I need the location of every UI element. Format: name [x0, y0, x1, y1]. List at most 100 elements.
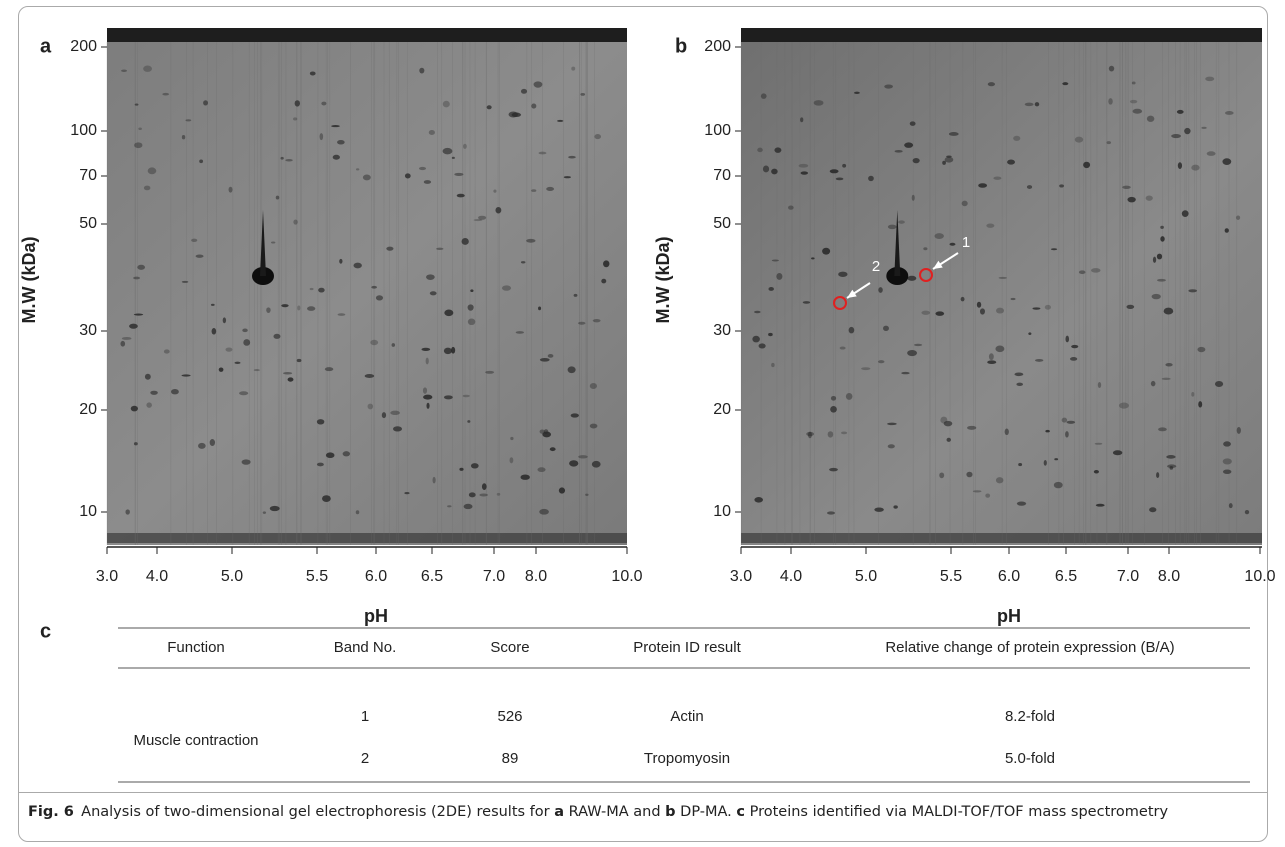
gel-spot — [1071, 344, 1079, 349]
gel-spot — [432, 476, 436, 484]
gel-spot — [802, 301, 811, 304]
gel-spot — [1016, 382, 1023, 387]
gel-spot — [884, 84, 893, 89]
gel-spot — [150, 390, 158, 395]
gel-spot — [218, 367, 224, 372]
caption-text: b — [665, 804, 676, 820]
gel-spot — [1177, 162, 1183, 169]
gel-spot — [293, 219, 298, 225]
gel-spot — [1034, 102, 1040, 107]
gel-spot — [752, 335, 760, 343]
gel-spot — [146, 402, 152, 408]
gel-spot — [978, 183, 988, 188]
gel-spot — [1014, 372, 1024, 377]
gel-spot — [203, 100, 209, 106]
gel-spot — [567, 366, 576, 374]
gel-spot — [125, 509, 130, 515]
gel-spot — [798, 163, 809, 168]
gel-spot — [1198, 401, 1203, 408]
gel-spot — [1054, 458, 1059, 461]
gel-spot — [134, 103, 139, 106]
gel-spot — [1163, 307, 1174, 315]
gel-spot — [1158, 427, 1167, 432]
gel-spot — [829, 169, 839, 174]
gel-spot — [198, 442, 206, 449]
x-tick-label: 6.0 — [365, 568, 387, 585]
x-axis-label: pH — [364, 606, 388, 626]
gel-spot — [842, 163, 847, 168]
gel-spot — [993, 176, 1002, 180]
gel-spot — [1165, 362, 1173, 367]
gel-spot — [943, 420, 953, 427]
gel-spot — [1235, 215, 1241, 220]
gel-spot — [1112, 450, 1123, 456]
gel-spot — [811, 257, 815, 260]
gel-spot — [894, 149, 903, 153]
gel-spot — [324, 367, 334, 372]
gel-spot — [1151, 293, 1161, 300]
gel-spot — [143, 65, 152, 72]
gel-spot — [515, 331, 524, 334]
gel-spot — [485, 370, 495, 374]
x-tick-label: 8.0 — [525, 568, 547, 585]
gel-spot — [447, 505, 452, 508]
gel-spot — [788, 205, 794, 210]
caption-text: Analysis of two-dimensional gel electrop… — [81, 804, 555, 820]
gel-spot — [1206, 151, 1216, 156]
gel-spot — [995, 345, 1005, 353]
gel-spot — [479, 493, 488, 497]
gel-spot — [1024, 102, 1034, 107]
gel-spot — [1131, 81, 1136, 85]
gel-spot — [1066, 420, 1076, 424]
gel-spot — [442, 100, 450, 108]
x-tick-label: 6.5 — [421, 568, 443, 585]
gel-spot — [318, 287, 325, 293]
gel-spot — [121, 336, 132, 340]
gel-spot — [134, 142, 143, 149]
gel-spot — [987, 360, 997, 365]
gel-spot — [428, 129, 435, 135]
gel-spot — [520, 474, 530, 480]
gel-spot — [1129, 99, 1138, 104]
gel-spot — [451, 346, 456, 354]
gel-spot — [463, 143, 467, 149]
gel-spot — [1176, 109, 1184, 114]
gel-spot — [375, 295, 384, 301]
gel-spot — [266, 307, 271, 313]
x-tick-label: 5.5 — [940, 568, 962, 585]
gel-image — [741, 28, 1262, 545]
gel-spot — [225, 347, 233, 352]
gel-spot — [822, 247, 831, 255]
gel-spot — [130, 405, 138, 412]
table-cell: 1 — [361, 708, 369, 725]
gel-spot — [883, 325, 889, 332]
gel-spot — [987, 82, 996, 87]
y-tick-label: 200 — [70, 38, 97, 55]
gel-spot — [580, 92, 586, 96]
gel-spot — [768, 332, 773, 337]
gel-spot — [234, 361, 241, 365]
x-tick-label: 3.0 — [96, 568, 118, 585]
gel-spot — [839, 346, 846, 350]
gel-spot — [911, 194, 915, 201]
gel-spot — [309, 287, 314, 291]
caption-text: Proteins identified via MALDI-TOF/TOF ma… — [745, 804, 1169, 820]
caption-label: Fig. 6 — [28, 804, 74, 820]
gel-spot — [511, 112, 522, 118]
gel-spot — [1069, 357, 1078, 361]
gel-spot — [1197, 346, 1206, 353]
y-tick-label: 20 — [79, 401, 97, 418]
gel-spot — [426, 402, 430, 409]
panel-label: a — [40, 35, 52, 57]
gel-spot — [1156, 253, 1163, 260]
gel-spot — [470, 463, 479, 469]
table-cell: 526 — [497, 708, 522, 725]
gel-spot — [1106, 141, 1112, 145]
gel-spot — [967, 425, 977, 430]
gel-spot — [371, 285, 377, 289]
gel-spot — [848, 326, 855, 334]
gel-spot — [138, 127, 142, 131]
gel-spot — [1166, 455, 1176, 459]
gel-spot — [1065, 335, 1070, 343]
gel-spot — [1004, 428, 1009, 436]
